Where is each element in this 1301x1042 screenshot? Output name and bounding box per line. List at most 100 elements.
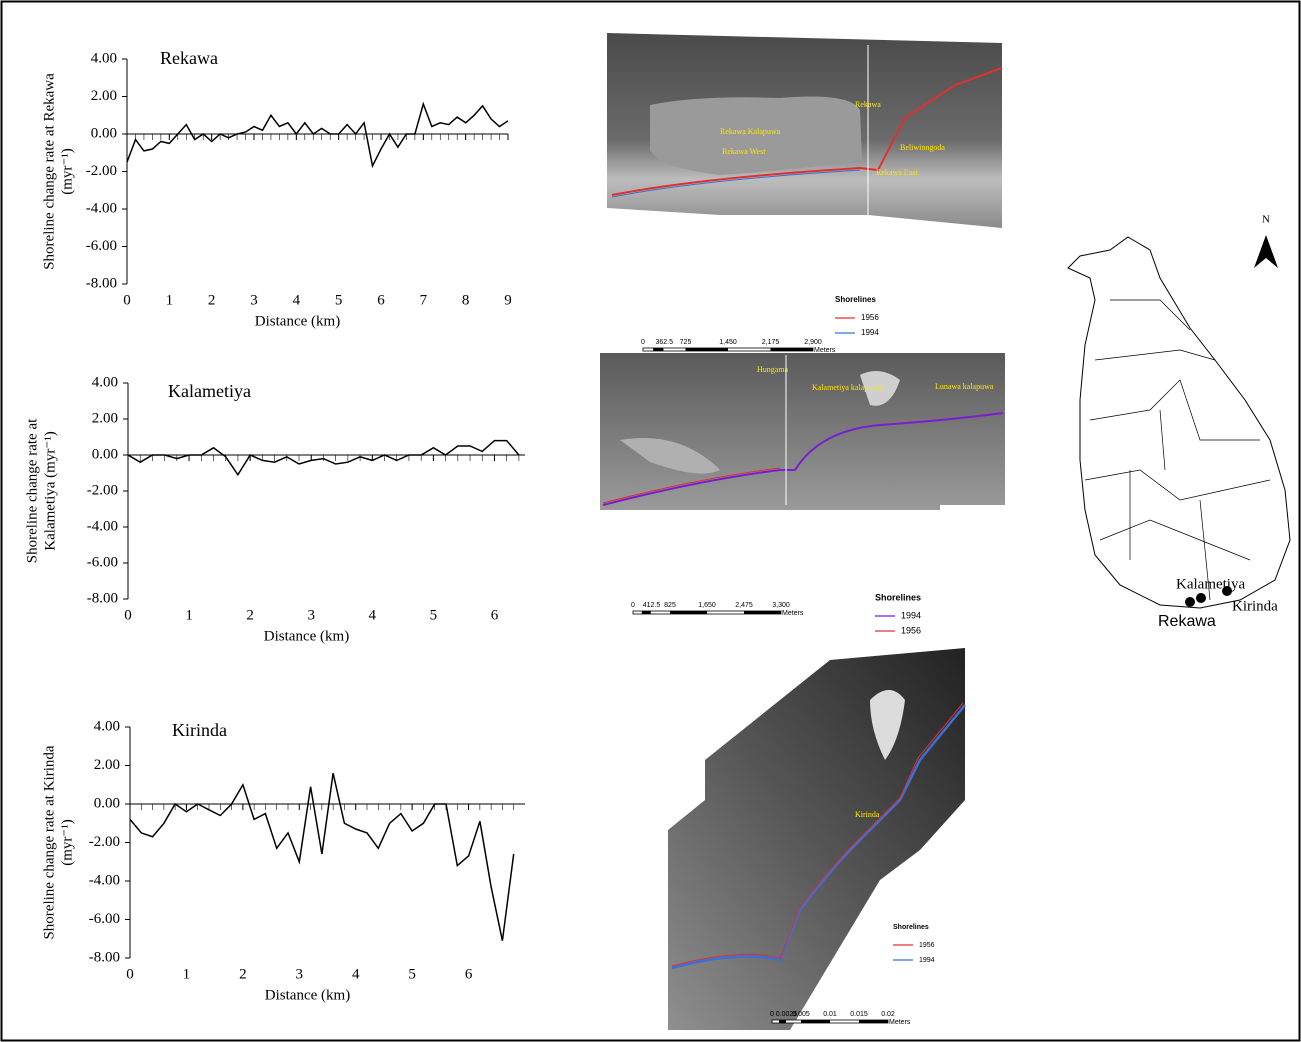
scale-label: Meters <box>782 610 804 617</box>
scale-label: 2,475 <box>735 602 753 609</box>
site-label: Kirinda <box>1232 598 1278 614</box>
site-label: Kalametiya <box>1176 576 1245 592</box>
scale-bar-fill <box>859 1020 888 1023</box>
y-tick-label: 4.00 <box>91 50 117 66</box>
x-axis-label: Distance (km) <box>264 628 349 644</box>
y-axis-label: Shoreline change rate at Rekawa <box>41 73 57 270</box>
place-label: Lunawa kalapuwa <box>935 382 994 391</box>
chart-title: Kirinda <box>172 720 227 740</box>
y-tick-label: -4.00 <box>87 518 118 534</box>
legend-title: Shorelines <box>835 295 876 304</box>
scale-label: Meters <box>814 347 836 354</box>
y-tick-label: -8.00 <box>86 275 117 291</box>
x-tick-label: 5 <box>430 607 438 623</box>
x-tick-label: 3 <box>307 607 315 623</box>
place-label: Hungama <box>757 365 789 374</box>
chart-title: Rekawa <box>160 48 218 68</box>
scale-label: 0.005 <box>792 1011 810 1018</box>
x-tick-label: 3 <box>296 966 304 982</box>
x-tick-label: 2 <box>239 966 247 982</box>
x-tick-label: 6 <box>377 292 385 308</box>
x-axis-label: Distance (km) <box>265 987 350 1003</box>
scale-bar-fill <box>670 611 707 614</box>
y-axis-label: Kalametiya (myr⁻¹) <box>42 431 58 550</box>
y-tick-label: 2.00 <box>92 410 118 426</box>
y-axis-label: (myr⁻¹) <box>59 819 75 866</box>
legend-title: Shorelines <box>875 592 921 602</box>
x-tick-label: 2 <box>208 292 216 308</box>
y-tick-label: 2.00 <box>91 88 117 104</box>
scale-bar-fill <box>801 1020 830 1023</box>
y-tick-label: -8.00 <box>87 590 118 606</box>
scale-label: 825 <box>664 602 676 609</box>
place-label: Kalametiya kalapuwa <box>812 383 882 392</box>
x-tick-label: 8 <box>462 292 470 308</box>
x-tick-label: 9 <box>504 292 512 308</box>
data-line <box>127 104 508 166</box>
site-label: Rekawa <box>1158 613 1216 630</box>
scale-bar-fill <box>744 611 781 614</box>
y-tick-label: -8.00 <box>89 949 120 965</box>
scale-label: 2,900 <box>804 339 822 346</box>
x-tick-label: 0 <box>126 966 134 982</box>
x-tick-label: 4 <box>352 966 360 982</box>
x-tick-label: 2 <box>246 607 254 623</box>
y-tick-label: 0.00 <box>94 795 120 811</box>
y-tick-label: -6.00 <box>89 911 120 927</box>
place-label: Rekawa Kalapuwa <box>720 127 781 136</box>
scale-bar-fill <box>771 348 814 351</box>
scale-label: 0.015 <box>850 1011 868 1018</box>
place-label: Beliwinngoda <box>900 143 945 152</box>
scale-label: 3,300 <box>772 602 790 609</box>
legend-label: 1994 <box>901 610 921 620</box>
y-axis-label: (myr⁻¹) <box>59 148 75 195</box>
y-tick-label: -2.00 <box>89 834 120 850</box>
data-line <box>130 773 514 941</box>
y-tick-label: 0.00 <box>92 446 118 462</box>
chart-title: Kalametiya <box>168 381 251 401</box>
rekawa-image <box>607 33 1002 228</box>
scale-label: 0 <box>770 1011 774 1018</box>
y-tick-label: -2.00 <box>86 163 117 179</box>
scale-label: 362.5 <box>655 339 673 346</box>
figure: -8.00 -6.00 -4.00 -2.00 0.00 2.00 4.00 0 1 2 3 4 5 6 7… <box>0 0 1301 1042</box>
scale-label: 1,450 <box>719 339 737 346</box>
x-tick-label: 4 <box>293 292 301 308</box>
x-tick-label: 1 <box>183 966 191 982</box>
scale-label: 0 <box>631 602 635 609</box>
kalametiya-image <box>600 353 1005 510</box>
y-axis-label: Shoreline change rate at Kirinda <box>41 745 57 939</box>
scale-label: 725 <box>680 339 692 346</box>
place-label: Rekawa <box>855 100 881 109</box>
y-tick-label: -4.00 <box>89 872 120 888</box>
x-tick-label: 6 <box>491 607 499 623</box>
legend-label: 1956 <box>919 942 935 949</box>
y-axis-label: Shoreline change rate at <box>24 418 40 563</box>
y-tick-label: -4.00 <box>86 200 117 216</box>
y-tick-label: -2.00 <box>87 482 118 498</box>
place-label: Kirinda <box>855 810 880 819</box>
x-tick-label: 3 <box>250 292 258 308</box>
x-tick-label: 0 <box>124 607 132 623</box>
place-label: Rekawa East <box>876 168 918 177</box>
y-tick-label: 4.00 <box>92 374 118 390</box>
y-tick-label: 0.00 <box>91 125 117 141</box>
scale-label: 1,650 <box>698 602 716 609</box>
legend-label: 1994 <box>919 957 935 964</box>
scale-label: 0.01 <box>823 1011 837 1018</box>
legend-label: 1956 <box>861 313 879 322</box>
north-label: N <box>1262 214 1270 226</box>
legend-title: Shorelines <box>893 924 929 931</box>
kirinda-image <box>668 648 965 1030</box>
scale-label: 412.5 <box>643 602 661 609</box>
y-tick-label: 2.00 <box>94 757 120 773</box>
x-tick-label: 1 <box>166 292 174 308</box>
sri-lanka-map <box>1068 235 1290 608</box>
scale-bar-fill <box>779 1020 786 1023</box>
scale-bar-fill <box>642 611 651 614</box>
y-tick-label: 4.00 <box>94 718 120 734</box>
scale-label: Meters <box>889 1019 911 1026</box>
scale-label: 2,175 <box>762 339 780 346</box>
legend-label: 1994 <box>861 328 879 337</box>
y-tick-label: -6.00 <box>87 554 118 570</box>
